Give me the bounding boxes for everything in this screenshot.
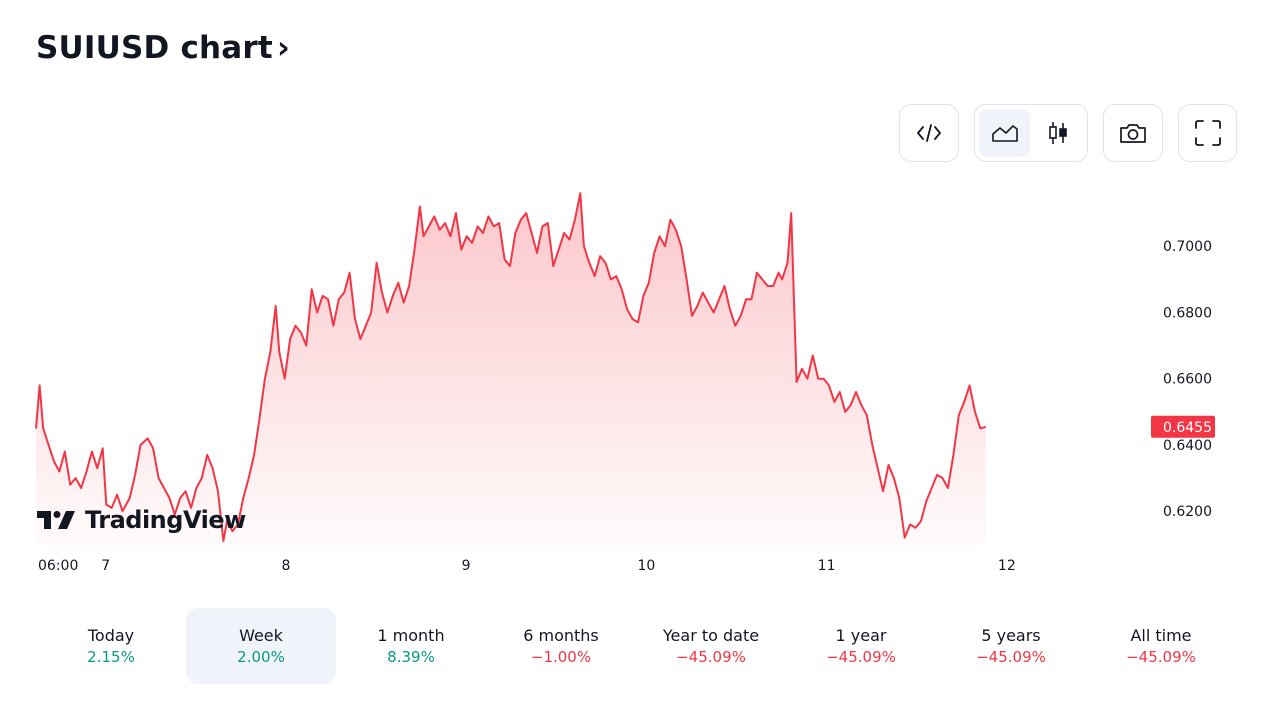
x-axis-tick-label: 10 bbox=[637, 558, 655, 574]
tradingview-logo-icon bbox=[37, 511, 75, 529]
y-axis-tick-label: 0.6600 bbox=[1163, 372, 1212, 388]
period-change-value: 2.15% bbox=[87, 648, 135, 666]
period-change-value: −45.09% bbox=[676, 648, 746, 666]
x-axis-tick-label: 12 bbox=[998, 558, 1016, 574]
chevron-right-icon: › bbox=[276, 30, 290, 66]
y-axis-tick-label: 0.6200 bbox=[1163, 504, 1212, 520]
chart-title-text: SUIUSD chart bbox=[36, 30, 273, 66]
period-label: 5 years bbox=[981, 626, 1041, 645]
x-axis-tick-label: 06:00 bbox=[38, 558, 78, 574]
current-price-badge: 0.6455 bbox=[1151, 415, 1215, 438]
area-chart-icon bbox=[991, 125, 1018, 142]
period-tab[interactable]: 1 year −45.09% bbox=[786, 608, 936, 684]
watermark-text: TradingView bbox=[85, 506, 246, 534]
fullscreen-icon bbox=[1194, 120, 1221, 146]
period-change-value: −45.09% bbox=[976, 648, 1046, 666]
current-price-label: 0.6455 bbox=[1163, 420, 1212, 436]
period-change-value: −1.00% bbox=[530, 648, 592, 666]
price-chart[interactable]: 0.7000 0.6800 0.6600 0.6400 0.6200 06:00 7 8 9 1… bbox=[0, 170, 1280, 590]
price-area-fill bbox=[36, 193, 986, 546]
area-chart-button[interactable] bbox=[979, 109, 1030, 157]
code-icon bbox=[917, 124, 941, 142]
embed-button[interactable] bbox=[899, 104, 959, 162]
period-tab[interactable]: Week 2.00% bbox=[186, 608, 336, 684]
period-label: Year to date bbox=[662, 626, 760, 645]
period-tab[interactable]: All time −45.09% bbox=[1086, 608, 1236, 684]
period-label: 6 months bbox=[523, 626, 599, 645]
period-label: Week bbox=[239, 626, 283, 645]
y-axis-tick-label: 0.7000 bbox=[1163, 239, 1212, 255]
page-title[interactable]: SUIUSD chart › bbox=[36, 30, 290, 66]
x-axis-tick-label: 9 bbox=[462, 558, 471, 574]
period-label: 1 year bbox=[835, 626, 887, 645]
period-tab[interactable]: 6 months −1.00% bbox=[486, 608, 636, 684]
chart-type-switcher bbox=[974, 104, 1088, 162]
period-tab[interactable]: Today 2.15% bbox=[36, 608, 186, 684]
fullscreen-button[interactable] bbox=[1178, 104, 1237, 162]
period-label: 1 month bbox=[377, 626, 445, 645]
period-change-value: −45.09% bbox=[826, 648, 896, 666]
candlestick-chart-button[interactable] bbox=[1032, 109, 1083, 157]
period-change-value: 8.39% bbox=[387, 648, 435, 666]
snapshot-button[interactable] bbox=[1103, 104, 1163, 162]
tradingview-watermark: TradingView bbox=[37, 506, 246, 534]
price-line bbox=[35, 192, 987, 542]
camera-icon bbox=[1120, 124, 1146, 143]
period-tab[interactable]: Year to date −45.09% bbox=[636, 608, 786, 684]
period-label: Today bbox=[87, 626, 135, 645]
candlestick-icon bbox=[1048, 122, 1067, 144]
price-chart-svg: 0.7000 0.6800 0.6600 0.6400 0.6200 06:00 7 8 9 1… bbox=[35, 192, 1215, 574]
period-change-value: −45.09% bbox=[1126, 648, 1196, 666]
x-axis-tick-label: 11 bbox=[818, 558, 836, 574]
y-axis-tick-label: 0.6800 bbox=[1163, 305, 1212, 321]
period-selector: Today 2.15% Week 2.00% 1 month 8.39% 6 months −… bbox=[36, 608, 1236, 684]
period-tab[interactable]: 5 years −45.09% bbox=[936, 608, 1086, 684]
y-axis-tick-label: 0.6400 bbox=[1163, 438, 1212, 454]
period-label: All time bbox=[1130, 626, 1192, 645]
x-axis-tick-label: 7 bbox=[101, 558, 110, 574]
period-tab[interactable]: 1 month 8.39% bbox=[336, 608, 486, 684]
period-change-value: 2.00% bbox=[237, 648, 285, 666]
x-axis-tick-label: 8 bbox=[281, 558, 290, 574]
